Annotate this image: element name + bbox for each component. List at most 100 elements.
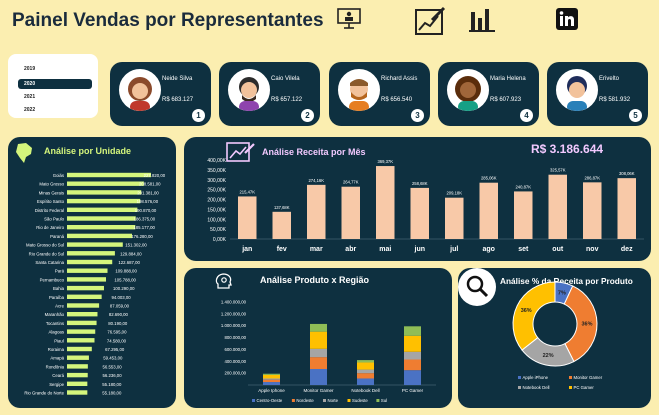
unit-bar <box>67 320 97 326</box>
unit-label: Bahia <box>53 286 65 291</box>
unit-value-label: 94.003,00 <box>112 295 132 300</box>
house-chart-icon <box>226 142 255 162</box>
year-option[interactable]: 2019 <box>24 66 36 72</box>
product-label: Notebook Dell <box>351 388 379 393</box>
year-option[interactable]: 2022 <box>24 107 36 113</box>
month-panel-title: Análise Receita por Mês <box>262 147 366 157</box>
rep-card[interactable]: Caio Vilela R$ 657.122 2 <box>219 62 320 126</box>
unit-bar <box>67 259 113 265</box>
rep-value: R$ 657.122 <box>271 97 303 103</box>
unit-value-label: 185.177,00 <box>133 225 155 230</box>
stacked-segment <box>357 373 374 379</box>
unit-value-label: 74.580,00 <box>107 338 127 343</box>
unit-bar <box>67 233 132 239</box>
donut-percent-label: 22% <box>543 353 554 359</box>
rep-name: Neide Silva <box>162 76 193 82</box>
stacked-segment <box>310 357 327 369</box>
stacked-segment <box>357 360 374 363</box>
unit-bar-chart: Goiás 227.820,00 Mato Grosso 208.581,00 Mina… <box>24 172 166 396</box>
unit-bar <box>67 277 107 282</box>
rep-value: R$ 581.932 <box>599 97 631 103</box>
unit-label: Pará <box>55 269 65 274</box>
month-label: jul <box>449 246 458 253</box>
unit-value-label: 56.236,00 <box>102 373 122 378</box>
month-bar <box>376 166 395 239</box>
year-option[interactable]: 2021 <box>24 94 36 100</box>
donut-slice <box>563 285 598 363</box>
rep-card[interactable]: Neide Silva R$ 683.127 1 <box>110 62 211 126</box>
month-bar <box>410 187 429 239</box>
y-tick-label: 400.000,00 <box>224 359 246 364</box>
legend-swatch <box>518 376 521 379</box>
presentation-icon[interactable] <box>336 6 362 32</box>
rep-rank-badge: 4 <box>520 109 533 122</box>
month-value-label: 308,06K <box>619 171 635 176</box>
legend-label: Apple iPhone <box>523 375 549 380</box>
month-bar <box>341 186 360 239</box>
product-region-title: Análise Produto x Região <box>260 275 370 285</box>
legend-swatch <box>569 386 572 389</box>
unit-label: Maranhão <box>45 312 65 317</box>
legend-label: Monitor Gamer <box>574 375 603 380</box>
year-option-selected[interactable]: 2020 <box>18 79 92 89</box>
legend-swatch <box>323 399 326 402</box>
rep-rank-badge: 1 <box>192 109 205 122</box>
month-value-label: 215,47K <box>239 189 255 194</box>
unit-label: Rio Grande do Norte <box>24 391 64 396</box>
month-bar <box>583 182 602 239</box>
unit-bar <box>67 242 123 247</box>
head-gear-icon <box>215 273 232 289</box>
month-label: set <box>518 246 529 253</box>
month-bar-chart: 0,00K 50,00K 100,00K 150,00K 200,00K 250,00K 3… <box>207 158 644 253</box>
avatar <box>336 67 382 113</box>
y-tick-label: 100,00K <box>207 217 226 223</box>
unit-bar <box>67 372 88 378</box>
month-value-label: 258,68K <box>412 181 428 186</box>
year-filter[interactable]: 2019 2020 2021 2022 <box>8 54 98 118</box>
y-tick-label: 200.000,00 <box>224 371 246 376</box>
y-tick-label: 350,00K <box>207 168 226 174</box>
month-value-label: 240,87K <box>515 184 531 189</box>
unit-value-label: 208.581,00 <box>139 182 161 187</box>
month-label: dez <box>621 246 633 253</box>
unit-label: Mato Grosso do Sul <box>26 243 64 248</box>
unit-label: São Paulo <box>44 217 64 222</box>
unit-label: Sergipe <box>49 382 64 387</box>
stacked-segment <box>404 326 421 336</box>
month-bar <box>445 197 464 239</box>
unit-bar <box>67 225 136 230</box>
rep-card[interactable]: Erivelto R$ 581.932 5 <box>547 62 648 126</box>
unit-value-label: 82.690,00 <box>109 312 129 317</box>
month-label: ago <box>483 246 495 253</box>
rep-name: Maria Helena <box>490 76 526 82</box>
unit-panel: Análise por Unidade Goiás 227.820,00 Mato … <box>8 137 176 408</box>
rep-card[interactable]: Richard Assis R$ 656.540 3 <box>329 62 430 126</box>
y-tick-label: 1.400.000,00 <box>221 300 247 305</box>
unit-bar <box>67 381 88 386</box>
unit-label: Roraima <box>48 347 65 352</box>
month-label: mai <box>379 246 391 253</box>
bar-chart-icon[interactable] <box>468 6 496 34</box>
rep-card[interactable]: Maria Helena R$ 607.923 4 <box>438 62 539 126</box>
unit-label: Mato Grosso <box>39 182 64 187</box>
legend-label: Sudeste <box>352 398 368 403</box>
rep-value: R$ 656.540 <box>381 97 413 103</box>
stacked-segment <box>263 373 280 375</box>
rep-name: Richard Assis <box>381 76 418 82</box>
unit-value-label: 122.687,00 <box>118 260 140 265</box>
month-bar <box>617 178 636 239</box>
rep-rank-badge: 2 <box>301 109 314 122</box>
stacked-segment <box>357 369 374 374</box>
revenue-donut-chart: 7% 36% 22% 36% Apple iPhone Monitor Gamer Note… <box>512 281 603 390</box>
unit-label: Pernambuco <box>40 277 65 282</box>
stacked-segment <box>404 359 421 371</box>
y-tick-label: 50,00K <box>210 227 227 233</box>
unit-label: Rondônia <box>46 364 65 369</box>
month-panel: Análise Receita por Mês R$ 3.186.644 0,0… <box>184 137 651 261</box>
rep-name: Caio Vilela <box>271 76 300 82</box>
month-label: jan <box>241 246 252 253</box>
legend-label: PC Gamer <box>574 385 595 390</box>
linkedin-icon[interactable] <box>556 8 578 30</box>
search-icon <box>466 275 489 298</box>
chart-edit-icon[interactable] <box>414 6 446 36</box>
